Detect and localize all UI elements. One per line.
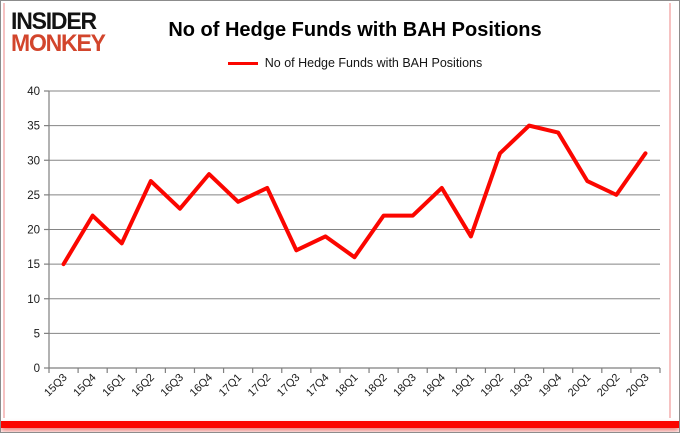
- x-tick-label: 18Q4: [420, 372, 448, 400]
- x-tick-label: 17Q4: [304, 372, 332, 400]
- x-tick-label: 16Q4: [188, 372, 216, 400]
- y-tick-label: 0: [34, 363, 40, 375]
- x-tick-label: 18Q2: [362, 372, 390, 400]
- x-tick-label: 20Q3: [624, 372, 652, 400]
- legend-line-swatch: [227, 61, 258, 65]
- bottom-red-border: [1, 421, 679, 428]
- x-tick-label: 15Q3: [42, 372, 70, 400]
- y-tick-label: 35: [27, 121, 40, 133]
- x-tick-label: 19Q2: [479, 372, 507, 400]
- x-tick-label: 19Q4: [537, 372, 565, 400]
- x-tick-label: 15Q4: [71, 372, 99, 400]
- x-tick-label: 18Q1: [333, 372, 361, 400]
- x-tick-label: 19Q1: [449, 372, 477, 400]
- x-tick-label: 17Q3: [275, 372, 303, 400]
- y-tick-label: 15: [27, 259, 40, 271]
- chart-legend: No of Hedge Funds with BAH Positions: [31, 56, 679, 70]
- y-tick-label: 40: [27, 86, 40, 98]
- series-line: [61, 123, 648, 267]
- left-pink-border: [3, 3, 5, 418]
- x-tick-label: 17Q1: [217, 372, 245, 400]
- logo-line-insider: INSIDER: [11, 6, 97, 35]
- right-pink-border: [669, 3, 671, 418]
- page-title: No of Hedge Funds with BAH Positions: [168, 19, 542, 41]
- x-tick-label: 19Q3: [508, 372, 536, 400]
- y-tick-label: 5: [34, 328, 40, 340]
- y-tick-label: 30: [27, 155, 40, 167]
- x-tick-label: 20Q1: [566, 372, 594, 400]
- x-tick-label: 16Q1: [100, 372, 128, 400]
- x-tick-label: 17Q2: [246, 372, 274, 400]
- x-tick-label: 16Q2: [129, 372, 157, 400]
- insider-monkey-logo: INSIDER MONKEY: [11, 6, 106, 57]
- x-tick-label: 16Q3: [159, 372, 187, 400]
- x-tick-label: 20Q2: [595, 372, 623, 400]
- legend-label: No of Hedge Funds with BAH Positions: [264, 56, 483, 70]
- y-tick-label: 10: [27, 294, 40, 306]
- y-tick-label: 25: [27, 190, 40, 202]
- x-tick-label: 18Q3: [391, 372, 419, 400]
- logo-line-monkey: MONKEY: [11, 29, 106, 57]
- y-tick-label: 20: [27, 225, 40, 237]
